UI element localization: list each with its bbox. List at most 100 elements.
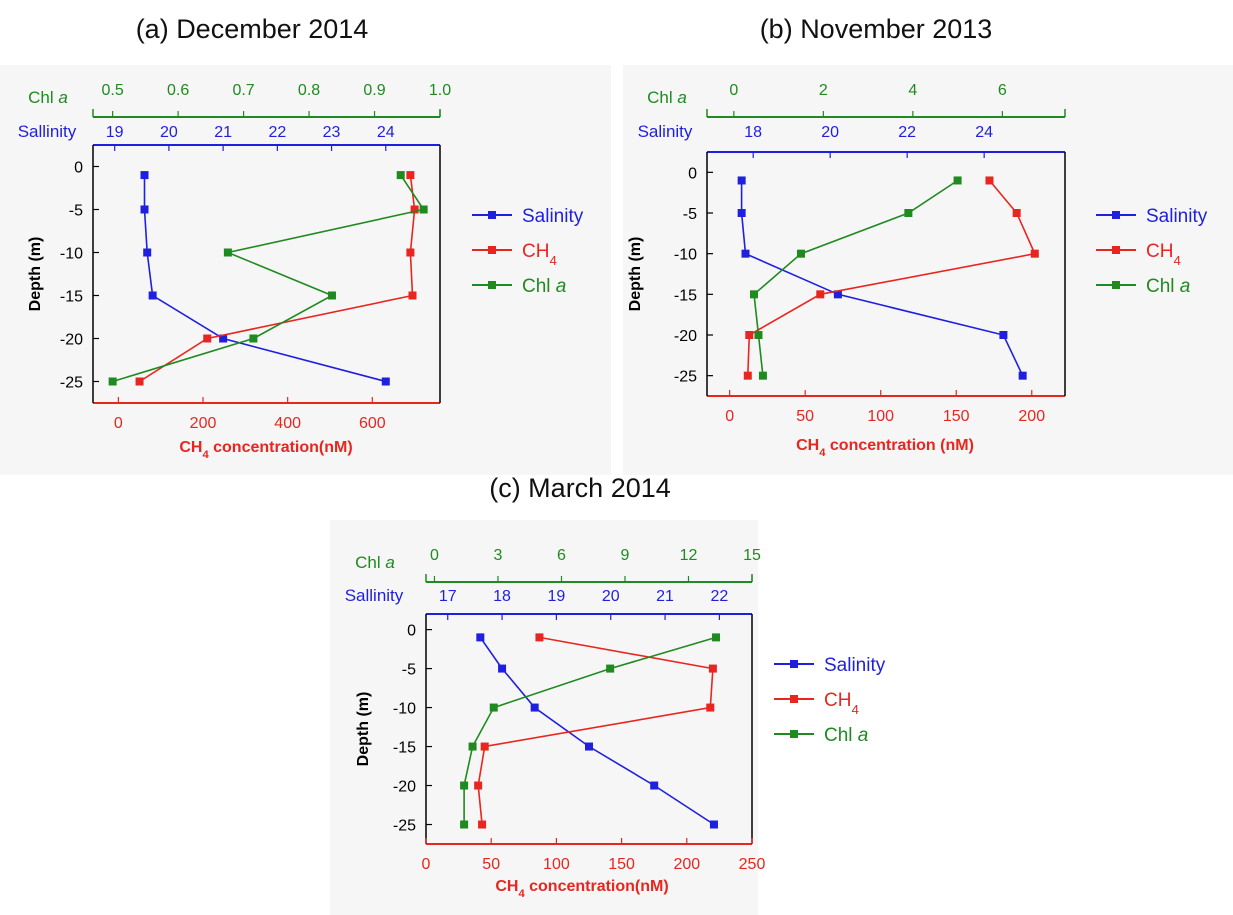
panel-background <box>623 65 1233 475</box>
depth-tick-label: -20 <box>674 328 697 345</box>
data-point-ch4 <box>1012 209 1021 217</box>
legend-swatch-marker <box>488 246 496 254</box>
chl-axis-title: Chl a <box>647 88 687 107</box>
ch4-tick-label: 100 <box>543 856 570 873</box>
salinity-axis-title: Salinity <box>638 122 693 141</box>
salinity-tick-label: 18 <box>493 588 511 605</box>
data-point-chl <box>396 171 405 180</box>
series-line-salinity <box>479 636 715 826</box>
legend-label: Salinity <box>522 206 584 227</box>
data-point-ch4 <box>406 248 415 257</box>
salinity-tick-label: 23 <box>323 124 341 141</box>
data-point-chl <box>468 742 477 751</box>
salinity-tick-label: 21 <box>214 124 232 141</box>
salinity-axis-title: Sallinity <box>18 122 77 141</box>
chl-tick-label: 0.7 <box>232 82 254 99</box>
data-point-ch4 <box>480 742 489 751</box>
legend-label: Salinity <box>824 655 886 676</box>
depth-tick-label: -25 <box>60 375 83 392</box>
salinity-tick-label: 20 <box>602 588 620 605</box>
data-point-chl <box>758 371 767 380</box>
depth-tick-label: -15 <box>674 287 697 304</box>
salinity-tick-label: 19 <box>106 124 124 141</box>
chl-tick-label: 15 <box>743 547 761 564</box>
data-point-ch4 <box>743 371 752 380</box>
ch4-tick-label: 50 <box>482 856 500 873</box>
data-point-chl <box>460 820 469 829</box>
depth-tick-label: -5 <box>683 206 697 223</box>
panel-background <box>0 65 611 475</box>
legend-swatch-marker <box>1112 281 1120 289</box>
series-line-salinity <box>740 180 1024 377</box>
data-point-salinity <box>999 331 1008 339</box>
chl-tick-label: 0.5 <box>102 82 124 99</box>
data-point-chl <box>754 331 763 339</box>
ch4-tick-label: 100 <box>867 408 894 425</box>
salinity-tick-label: 22 <box>268 124 286 141</box>
chl-tick-label: 1.0 <box>429 82 451 99</box>
data-point-ch4 <box>745 331 754 339</box>
ch4-tick-label: 0 <box>114 415 123 432</box>
salinity-tick-label: 20 <box>821 124 839 141</box>
panel-c: (c) March 2014 0 -5 -10 -15 -20 -25 Depth (m) 0 5… <box>330 473 886 915</box>
panel-title: (c) March 2014 <box>489 473 671 503</box>
ch4-tick-label: 0 <box>725 408 734 425</box>
data-point-salinity <box>148 291 157 300</box>
data-point-salinity <box>737 209 746 217</box>
data-point-chl <box>712 633 721 642</box>
data-point-ch4 <box>410 205 419 214</box>
depth-tick-label: -25 <box>393 818 416 835</box>
data-point-ch4 <box>408 291 417 300</box>
ch4-tick-label: 200 <box>673 856 700 873</box>
data-point-salinity <box>709 820 718 829</box>
chl-tick-label: 0.8 <box>298 82 320 99</box>
salinity-tick-label: 17 <box>439 588 457 605</box>
depth-tick-label: -5 <box>69 203 83 220</box>
ch4-tick-label: 250 <box>739 856 766 873</box>
data-point-ch4 <box>135 377 144 386</box>
data-point-chl <box>904 209 913 217</box>
data-point-salinity <box>737 176 746 185</box>
data-point-salinity <box>498 664 507 673</box>
data-point-salinity <box>140 205 149 214</box>
chl-tick-label: 12 <box>680 547 698 564</box>
data-point-chl <box>327 291 336 300</box>
depth-tick-label: -10 <box>60 246 83 263</box>
legend-swatch-marker <box>488 211 496 219</box>
depth-tick-label: -20 <box>393 779 416 796</box>
data-point-salinity <box>741 249 750 258</box>
ch4-axis-title: CH4 concentration(nM) <box>495 878 668 900</box>
legend-label: Salinity <box>1146 206 1208 227</box>
chl-axis-title: Chl a <box>28 88 68 107</box>
series-line-chl <box>753 179 959 376</box>
data-point-ch4 <box>203 334 212 343</box>
data-point-salinity <box>530 703 539 712</box>
data-point-ch4 <box>478 820 487 829</box>
salinity-tick-label: 24 <box>975 124 993 141</box>
ch4-tick-label: 0 <box>422 856 431 873</box>
salinity-tick-label: 18 <box>744 124 762 141</box>
series-line-ch4 <box>747 179 1036 376</box>
ch4-axis-title: CH4 concentration(nM) <box>179 439 352 461</box>
legend-swatch-marker <box>790 695 798 703</box>
legend-swatch-marker <box>790 660 798 668</box>
salinity-tick-label: 22 <box>711 588 729 605</box>
ch4-tick-label: 50 <box>796 408 814 425</box>
depth-tick-label: 0 <box>74 160 83 177</box>
data-point-chl <box>249 334 258 343</box>
panel-title: (b) November 2013 <box>760 14 993 44</box>
data-point-chl <box>953 176 962 185</box>
data-point-salinity <box>143 248 152 257</box>
legend-label: Chl a <box>1146 276 1190 297</box>
series-line-chl <box>112 174 425 383</box>
ch4-tick-label: 200 <box>1018 408 1045 425</box>
data-point-chl <box>419 205 428 214</box>
chl-tick-label: 0 <box>729 82 738 99</box>
legend-label: Chl a <box>522 276 566 297</box>
data-point-salinity <box>833 290 842 299</box>
data-point-salinity <box>476 633 485 642</box>
depth-axis-title: Depth (m) <box>27 237 44 312</box>
ch4-tick-label: 150 <box>943 408 970 425</box>
chl-tick-label: 0 <box>430 547 439 564</box>
